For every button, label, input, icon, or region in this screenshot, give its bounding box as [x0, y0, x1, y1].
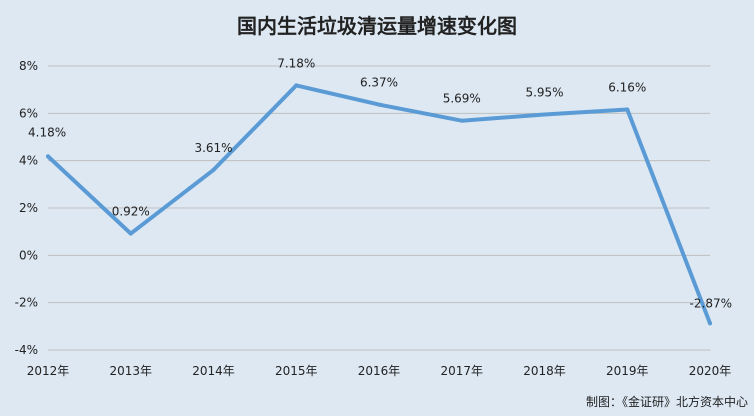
x-tick-label: 2018年: [523, 364, 566, 378]
x-tick-label: 2014年: [192, 364, 235, 378]
data-label: 5.69%: [443, 92, 481, 106]
x-tick-label: 2016年: [358, 364, 401, 378]
series-group: [46, 83, 712, 326]
source-note: 制图：《金证研》北方资本中心: [586, 394, 748, 409]
data-label: 6.16%: [608, 81, 646, 95]
data-point: [542, 112, 547, 117]
x-tick-label: 2015年: [275, 364, 318, 378]
data-point: [459, 118, 464, 123]
x-tick-label: 2017年: [440, 364, 483, 378]
data-point: [377, 102, 381, 107]
data-label: 5.95%: [525, 86, 563, 100]
data-labels: 4.18% 0.92% 3.61% 7.18% 6.37% 5.69% 5.95% 6.16%…: [28, 56, 732, 310]
data-label: -2.87%: [690, 296, 732, 310]
y-tick-label: -2%: [15, 296, 38, 310]
data-label: 7.18%: [277, 56, 315, 70]
data-label: 6.37%: [360, 76, 398, 90]
x-tick-label: 2020年: [689, 364, 732, 378]
data-label: 4.18%: [28, 125, 66, 139]
y-tick-label: 6%: [19, 106, 38, 120]
x-tick-label: 2019年: [606, 364, 649, 378]
chart-title: 国内生活垃圾清运量增速变化图: [237, 14, 517, 38]
y-tick-label: 8%: [19, 59, 38, 73]
gridlines: [48, 65, 710, 351]
data-point: [708, 321, 712, 326]
data-label: 3.61%: [194, 141, 232, 155]
y-tick-label: 2%: [19, 201, 38, 215]
data-point: [128, 231, 133, 236]
y-tick-label: 4%: [19, 154, 38, 168]
data-point: [46, 154, 50, 159]
data-point: [294, 83, 299, 88]
y-tick-label: -4%: [15, 343, 38, 357]
x-tick-label: 2012年: [27, 364, 70, 378]
x-tick-label: 2013年: [109, 364, 152, 378]
data-label: 0.92%: [112, 205, 150, 219]
x-axis-ticks: 2012年 2013年 2014年 2015年 2016年 2017年 2018年 2019年…: [27, 364, 732, 378]
y-tick-label: 0%: [19, 248, 38, 262]
data-point: [625, 107, 630, 112]
y-axis-ticks: 8% 6% 4% 2% 0% -2% -4%: [15, 59, 38, 357]
data-point: [211, 167, 216, 172]
